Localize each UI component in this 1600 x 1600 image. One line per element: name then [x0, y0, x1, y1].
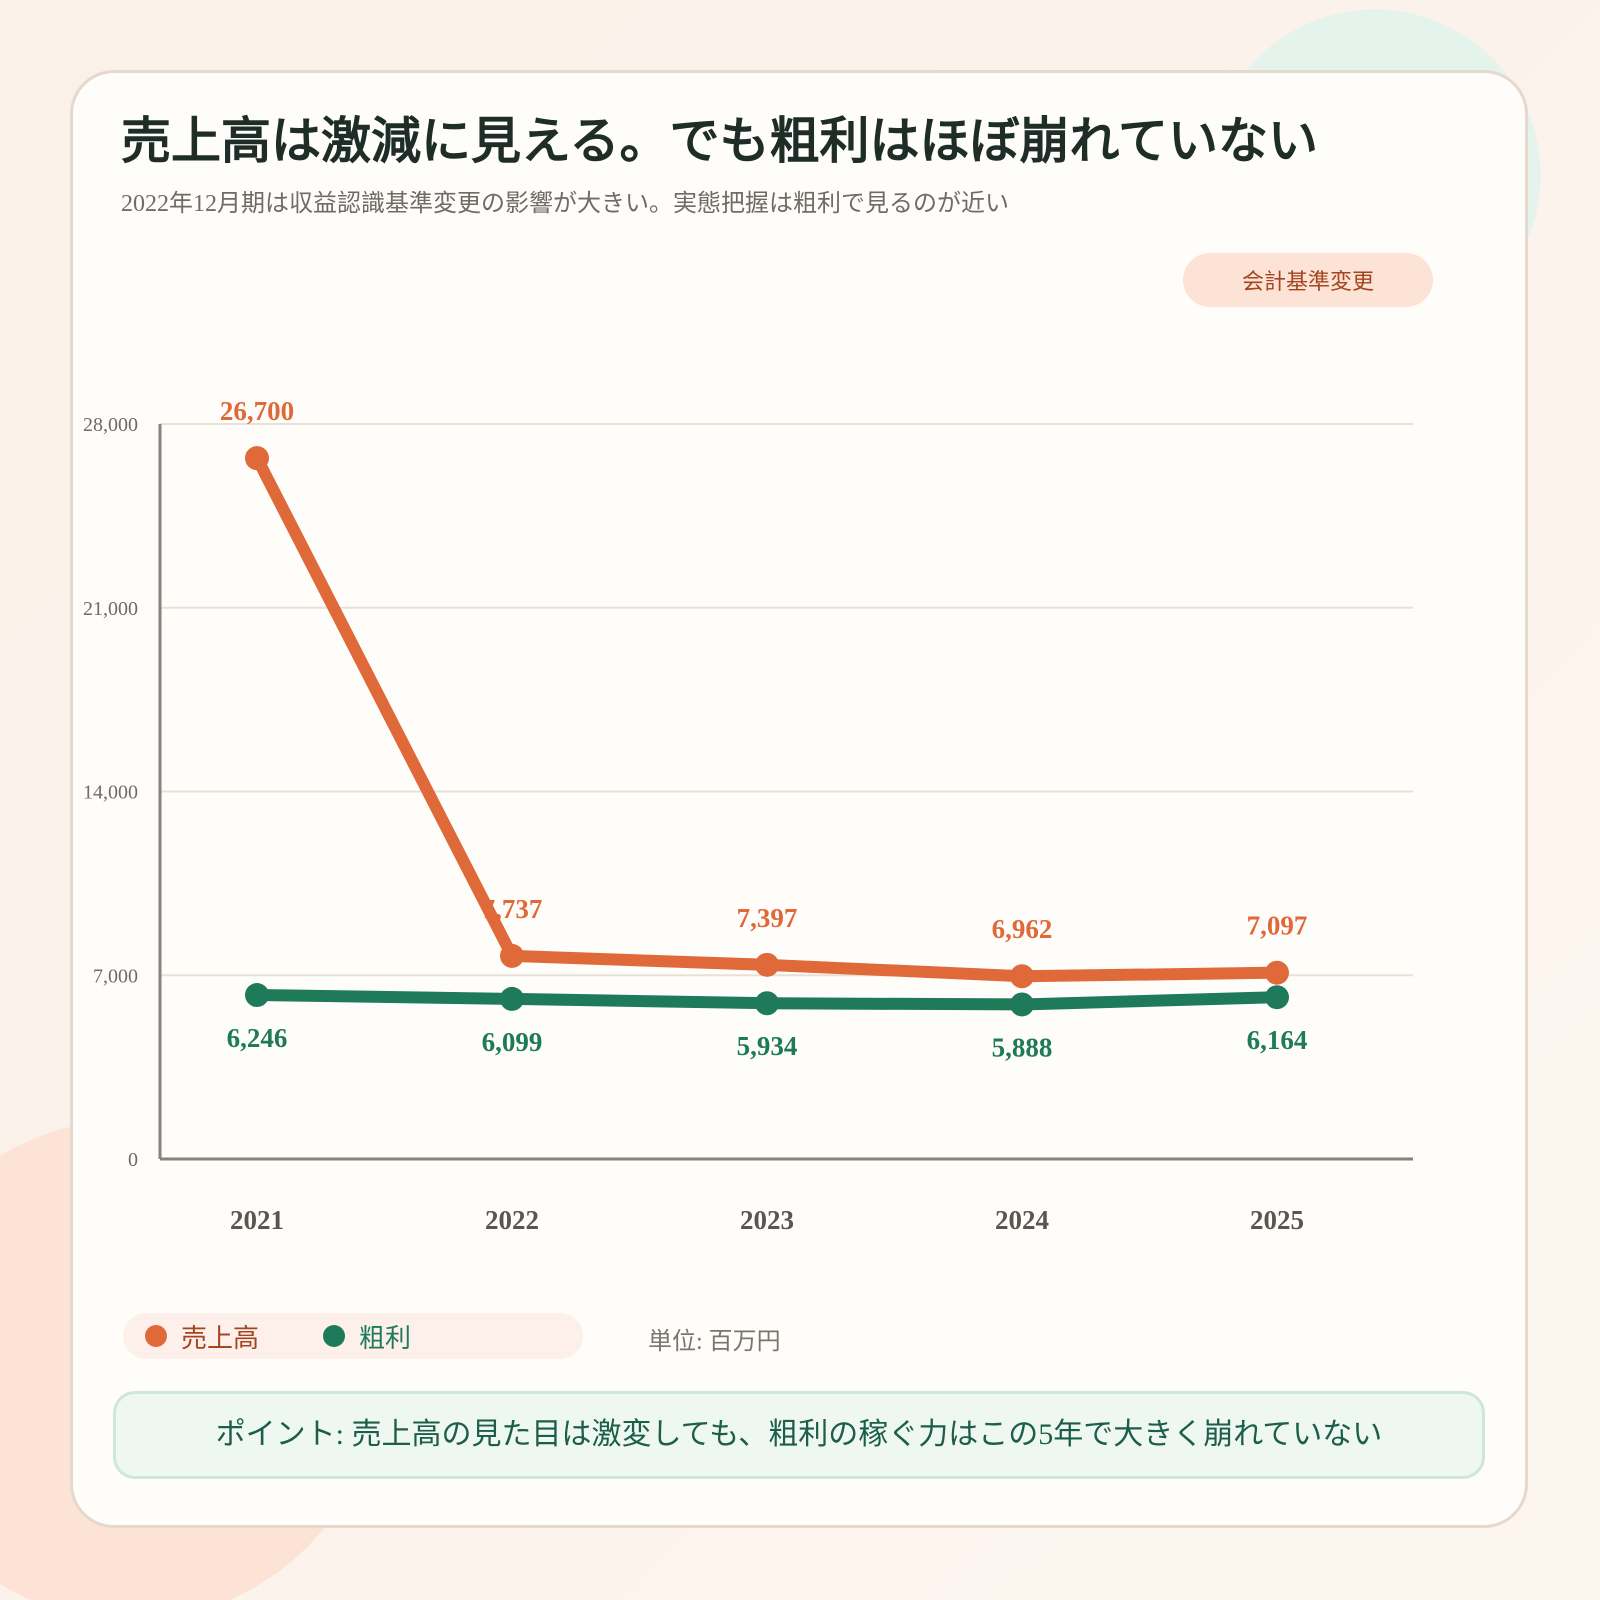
data-point — [1265, 960, 1289, 985]
data-point — [1010, 992, 1034, 1017]
x-tick-label: 2024 — [995, 1205, 1049, 1235]
data-label: 5,934 — [737, 1031, 798, 1061]
data-label: 5,888 — [992, 1032, 1053, 1062]
legend-dot-icon — [145, 1325, 167, 1347]
data-label: 6,164 — [1247, 1025, 1308, 1055]
legend: 売上高 粗利 — [123, 1313, 583, 1359]
data-point — [245, 983, 269, 1008]
subtitle: 2022年12月期は収益認識基準変更の影響が大きい。実態把握は粗利で見るのが近い — [121, 191, 1009, 217]
x-tick-label: 2021 — [230, 1205, 284, 1235]
point-callout: ポイント: 売上高の見た目は激変しても、粗利の稼ぐ力はこの5年で大きく崩れていな… — [113, 1391, 1485, 1479]
data-point — [245, 446, 269, 471]
legend-item-gross-profit: 粗利 — [323, 1318, 411, 1355]
point-text: ポイント: 売上高の見た目は激変しても、粗利の稼ぐ力はこの5年で大きく崩れていな… — [215, 1418, 1383, 1451]
legend-dot-icon — [323, 1325, 346, 1347]
y-tick-label: 14,000 — [83, 782, 138, 804]
data-point — [1265, 985, 1289, 1010]
data-label: 6,099 — [482, 1027, 543, 1057]
y-tick-label: 28,000 — [83, 414, 138, 436]
x-tick-label: 2025 — [1250, 1205, 1304, 1235]
y-tick-label: 0 — [128, 1149, 138, 1171]
legend-label: 売上高 — [181, 1323, 260, 1353]
x-tick-label: 2023 — [740, 1205, 794, 1235]
data-point — [500, 986, 524, 1011]
y-tick-label: 7,000 — [93, 965, 138, 987]
data-label: 7,737 — [482, 894, 543, 924]
data-point — [755, 991, 779, 1016]
line-chart: 0 7,000 14,000 21,000 28,000 2021 2022 2023 2024… — [83, 396, 1413, 1235]
data-label: 7,397 — [737, 903, 798, 933]
y-tick-label: 21,000 — [83, 598, 138, 620]
legend-label: 粗利 — [359, 1323, 412, 1353]
page-title: 売上高は激減に見える。でも粗利はほぼ崩れていない — [121, 113, 1318, 169]
legend-item-revenue: 売上高 — [145, 1318, 259, 1355]
series-line-revenue — [251, 452, 1283, 983]
data-label: 6,246 — [227, 1023, 288, 1053]
data-point — [500, 943, 524, 968]
unit-label: 単位: 百万円 — [648, 1329, 781, 1355]
x-tick-label: 2022 — [485, 1205, 539, 1235]
data-point — [1010, 964, 1034, 989]
data-point — [755, 952, 779, 977]
chart-card: 売上高は激減に見える。でも粗利はほぼ崩れていない 2022年12月期は収益認識基… — [70, 70, 1528, 1528]
data-label: 6,962 — [992, 914, 1053, 944]
accounting-change-badge: 会計基準変更 — [1183, 253, 1433, 307]
data-label: 26,700 — [220, 396, 294, 426]
data-label: 7,097 — [1247, 911, 1308, 941]
